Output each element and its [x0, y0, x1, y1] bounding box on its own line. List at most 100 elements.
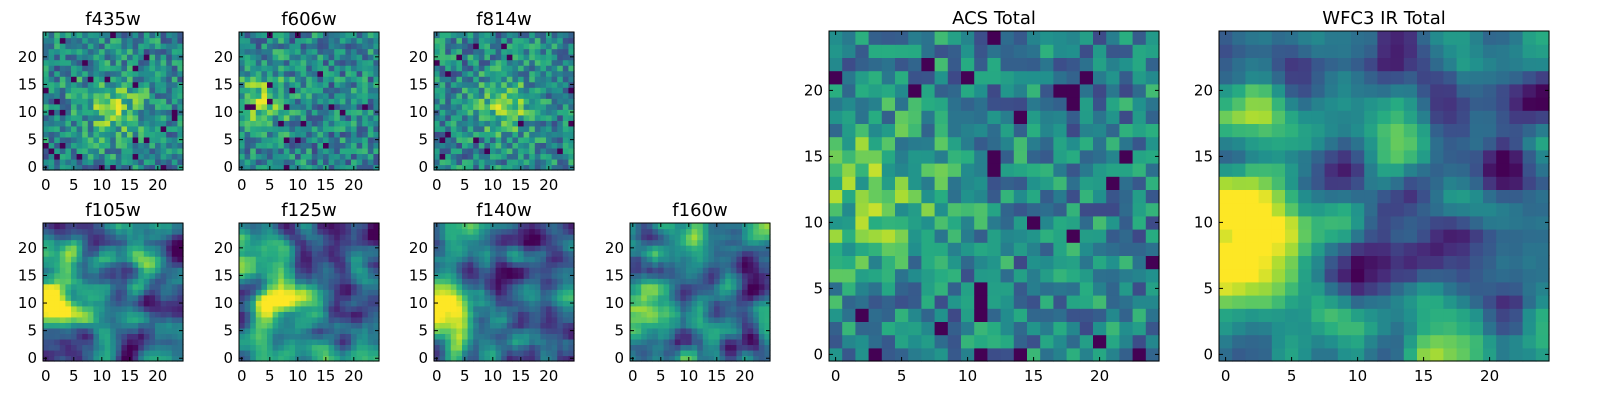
heatmap-cell [895, 149, 909, 164]
heatmap-cell [65, 158, 72, 166]
heatmap-cell [439, 153, 446, 160]
heatmap-cell [881, 215, 896, 230]
heatmap-cell [506, 289, 513, 296]
heatmap-cell [961, 202, 975, 217]
heatmap-cell [43, 278, 50, 285]
heatmap-cell [177, 294, 184, 301]
heatmap-cell [568, 278, 575, 285]
heatmap-cell [311, 109, 318, 116]
heatmap-cell [127, 349, 134, 357]
heatmap-cell [747, 223, 754, 230]
heatmap-cell [295, 344, 302, 351]
heatmap-cell [160, 32, 167, 39]
heatmap-cell [934, 255, 949, 270]
heatmap-cell [540, 92, 547, 99]
heatmap-cell [568, 103, 575, 110]
heatmap-cell [272, 37, 279, 44]
axes-frame [238, 31, 380, 171]
heatmap-cell [149, 322, 156, 329]
heatmap-cell [456, 164, 463, 171]
heatmap-cell [295, 349, 302, 357]
heatmap-cell [267, 109, 274, 116]
heatmap-cell [345, 311, 352, 318]
heatmap-cell [110, 327, 117, 334]
heatmap-cell [43, 316, 50, 323]
heatmap-cell [518, 250, 525, 257]
heatmap-cell [534, 136, 541, 143]
heatmap-cell [138, 103, 145, 110]
heatmap-cell [484, 272, 491, 279]
heatmap-cell [753, 316, 760, 323]
heatmap-cell [121, 131, 128, 138]
heatmap-cell [171, 65, 178, 72]
heatmap-cell [725, 261, 732, 268]
heatmap-cell [562, 59, 569, 66]
heatmap-cell [356, 164, 363, 171]
heatmap-cell [534, 37, 541, 44]
heatmap-cell [110, 158, 117, 166]
heatmap-cell [473, 333, 480, 340]
heatmap-cell [362, 349, 369, 357]
heatmap-cell [261, 338, 268, 346]
heatmap-cell [462, 125, 469, 132]
heatmap-cell [272, 131, 279, 138]
heatmap-cell [641, 322, 648, 329]
heatmap-cell [529, 54, 536, 61]
heatmap-cell [708, 245, 715, 252]
heatmap-cell [115, 103, 122, 110]
heatmap-cell [697, 349, 704, 357]
heatmap-cell [686, 327, 693, 334]
heatmap-cell [1053, 163, 1068, 177]
heatmap-cell [306, 322, 313, 329]
panel-title: f606w [281, 9, 336, 30]
heatmap-cell [450, 300, 457, 307]
heatmap-cell [518, 142, 525, 149]
heatmap-cell [149, 261, 156, 268]
heatmap-cell [166, 344, 173, 351]
heatmap-cell [439, 239, 446, 246]
heatmap-cell [104, 48, 111, 55]
heatmap-cell [261, 333, 268, 340]
heatmap-cell [730, 300, 737, 307]
heatmap-cell [65, 98, 72, 105]
heatmap-cell [99, 142, 106, 149]
heatmap-cell [546, 272, 553, 279]
heatmap-cell [540, 289, 547, 296]
heatmap-cell [43, 120, 50, 127]
heatmap-cell [311, 147, 318, 155]
heatmap-cell [323, 76, 330, 83]
heatmap-cell [317, 311, 324, 318]
heatmap-cell [947, 189, 962, 204]
heatmap-cell [367, 164, 374, 171]
heatmap-cell [478, 125, 485, 132]
heatmap-cell [1119, 255, 1134, 270]
panel-title: f105w [85, 200, 140, 221]
heatmap-cell [93, 136, 100, 143]
heatmap-cell [523, 32, 530, 39]
heatmap-cell [747, 349, 754, 357]
heatmap-cell [534, 316, 541, 323]
heatmap-cell [518, 289, 525, 296]
heatmap-cell [65, 300, 72, 307]
heatmap-cell [758, 327, 765, 334]
heatmap-cell [523, 87, 530, 94]
heatmap-cell [473, 142, 480, 149]
heatmap-cell [490, 65, 497, 72]
heatmap-cell [272, 250, 279, 257]
heatmap-cell [501, 92, 508, 99]
heatmap-cell [456, 136, 463, 143]
heatmap-cell [76, 114, 83, 121]
heatmap-cell [76, 311, 83, 318]
heatmap-cell [54, 228, 61, 235]
heatmap-cell [490, 136, 497, 143]
y-tick-label: 0 [27, 158, 37, 176]
heatmap-cell [1106, 295, 1120, 309]
heatmap-cell [881, 268, 896, 283]
heatmap-cell [160, 98, 167, 105]
heatmap-cell [121, 278, 128, 285]
heatmap-cell [121, 333, 128, 340]
heatmap-cell [663, 305, 670, 312]
heatmap-cell [473, 98, 480, 105]
heatmap-cell [1027, 268, 1041, 283]
heatmap-cell [881, 308, 896, 322]
